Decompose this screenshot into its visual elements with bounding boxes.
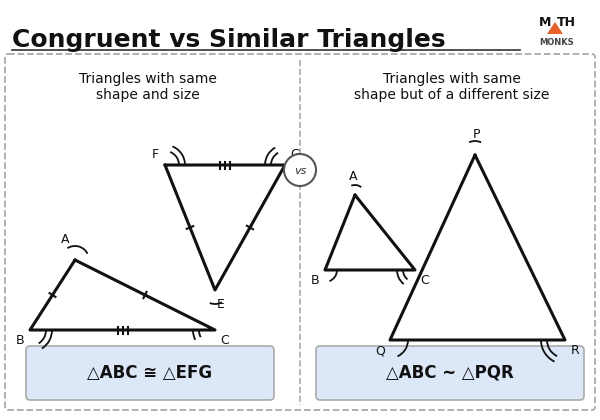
Text: A: A [349, 170, 357, 183]
Text: MONKS: MONKS [539, 38, 574, 47]
Text: vs: vs [294, 166, 306, 176]
Text: △ABC ~ △PQR: △ABC ~ △PQR [386, 364, 514, 382]
Text: P: P [473, 128, 481, 141]
Text: B: B [311, 274, 319, 287]
Polygon shape [547, 22, 563, 34]
Text: M: M [539, 16, 551, 29]
Text: △ABC ≅ △EFG: △ABC ≅ △EFG [88, 364, 212, 382]
FancyBboxPatch shape [5, 54, 595, 410]
Text: Triangles with same
shape but of a different size: Triangles with same shape but of a diffe… [355, 72, 550, 102]
Text: A: A [61, 233, 69, 246]
Text: Congruent vs Similar Triangles: Congruent vs Similar Triangles [12, 28, 446, 52]
Text: F: F [151, 148, 158, 161]
Text: C: C [421, 274, 430, 287]
Text: G: G [290, 148, 300, 161]
Text: E: E [217, 298, 225, 311]
Text: TH: TH [557, 16, 576, 29]
Text: Q: Q [375, 344, 385, 357]
Text: R: R [571, 344, 580, 357]
FancyBboxPatch shape [26, 346, 274, 400]
Text: C: C [221, 334, 229, 347]
FancyBboxPatch shape [316, 346, 584, 400]
Text: B: B [16, 334, 25, 347]
Circle shape [284, 154, 316, 186]
Text: Triangles with same
shape and size: Triangles with same shape and size [79, 72, 217, 102]
